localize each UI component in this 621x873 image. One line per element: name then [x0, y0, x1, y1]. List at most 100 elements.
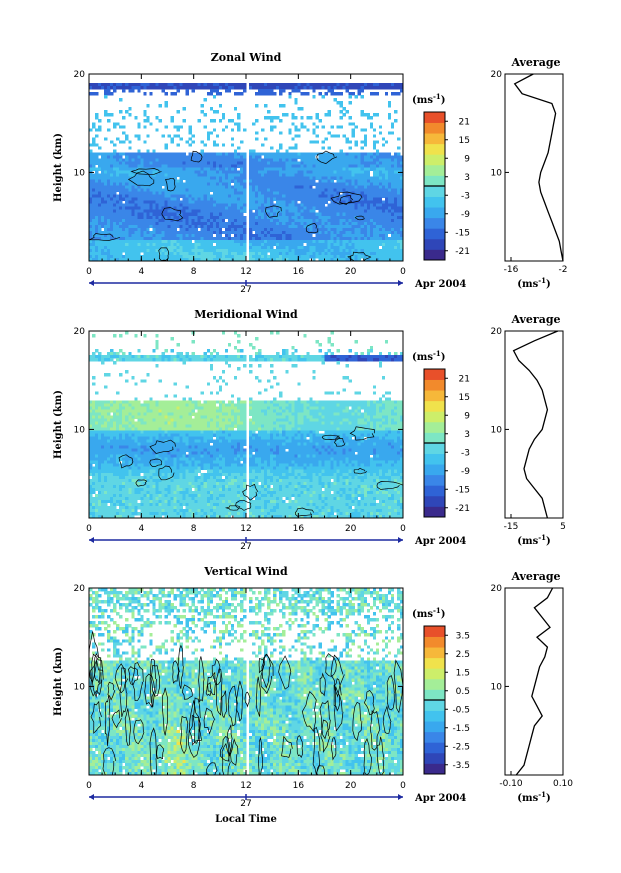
heatmap-cell	[330, 176, 334, 180]
heatmap-cell	[306, 179, 310, 183]
heatmap-cell	[258, 379, 262, 383]
heatmap-cell	[294, 158, 298, 162]
colorbar-segment	[424, 196, 445, 208]
heatmap-cell	[333, 248, 337, 253]
heatmap-cell	[321, 242, 325, 247]
heatmap-cell	[113, 125, 117, 129]
heatmap-cell	[396, 218, 401, 223]
heatmap-cell	[164, 209, 168, 214]
heatmap-cell	[360, 158, 365, 162]
heatmap-cell	[188, 230, 192, 235]
heatmap-cell	[113, 224, 117, 229]
heatmap-cell	[345, 158, 349, 162]
heatmap-cell	[119, 185, 123, 189]
heatmap-cell	[261, 236, 265, 241]
heatmap-cell	[306, 203, 310, 208]
heatmap-cell	[209, 158, 214, 162]
heatmap-cell	[336, 224, 340, 229]
unit-base: (ms	[412, 95, 433, 106]
heatmap-cell	[276, 230, 280, 235]
heatmap-cell	[116, 155, 120, 159]
heatmap-cell	[357, 257, 362, 262]
heatmap-cell	[191, 191, 195, 195]
heatmap-cell	[206, 182, 211, 186]
heatmap-cell	[354, 340, 359, 344]
heatmap-cell	[252, 191, 256, 195]
heatmap-cell	[92, 209, 96, 214]
heatmap-cell	[297, 355, 301, 359]
x-tick-label: 0	[400, 267, 406, 277]
heatmap-cell	[267, 161, 271, 165]
heatmap-cell	[372, 221, 377, 226]
heatmap-cell	[134, 218, 138, 223]
heatmap-cell	[92, 83, 96, 87]
heatmap-cell	[330, 89, 334, 93]
heatmap-cell	[360, 179, 365, 183]
heatmap-cell	[203, 113, 208, 117]
heatmap-cell	[230, 164, 235, 168]
heatmap-cell	[215, 352, 220, 356]
heatmap-cell	[173, 164, 177, 168]
heatmap-cell	[188, 161, 192, 165]
heatmap-cell	[140, 200, 144, 204]
heatmap-cell	[107, 248, 111, 253]
heatmap-cell	[146, 86, 150, 90]
heatmap-cell	[92, 227, 96, 232]
heatmap-cell	[173, 224, 177, 229]
heatmap-cell	[227, 152, 232, 156]
heatmap-cell	[327, 113, 331, 117]
heatmap-cell	[342, 161, 346, 165]
heatmap-cell	[381, 394, 386, 398]
heatmap-cell	[191, 170, 195, 174]
heatmap-cell	[297, 209, 301, 214]
heatmap-cell	[239, 254, 244, 259]
heatmap-cell	[89, 355, 93, 359]
heatmap-cell	[249, 364, 253, 368]
heatmap-cell	[363, 191, 368, 195]
heatmap-cell	[119, 209, 123, 214]
heatmap-cell	[363, 227, 368, 232]
heatmap-cell	[89, 251, 93, 256]
heatmap-cell	[354, 251, 359, 256]
heatmap-cell	[387, 197, 392, 201]
heatmap-cell	[170, 152, 174, 156]
heatmap-cell	[327, 209, 331, 214]
heatmap-cell	[339, 83, 343, 87]
heatmap-cell	[176, 161, 180, 165]
heatmap-cell	[333, 233, 337, 238]
heatmap-cell	[188, 128, 192, 132]
heatmap-cell	[215, 167, 220, 171]
heatmap-cell	[354, 125, 359, 129]
heatmap-cell	[249, 194, 253, 198]
heatmap-cell	[224, 236, 229, 241]
heatmap-cell	[176, 200, 180, 204]
heatmap-cell	[176, 158, 180, 162]
heatmap-cell	[122, 257, 126, 262]
heatmap-cell	[206, 251, 211, 256]
heatmap-cell	[161, 167, 165, 171]
heatmap-cell	[137, 176, 141, 180]
heatmap-cell	[393, 194, 398, 198]
heatmap-cell	[152, 161, 156, 165]
heatmap-cell	[249, 167, 253, 171]
heatmap-cell	[215, 134, 220, 138]
heatmap-cell	[200, 83, 205, 87]
heatmap-cell	[170, 119, 174, 123]
heatmap-cell	[236, 155, 241, 159]
heatmap-cell	[276, 355, 280, 359]
heatmap-cell	[282, 182, 286, 186]
heatmap-cell	[110, 182, 114, 186]
heatmap-cell	[321, 140, 325, 144]
heatmap-cell	[282, 191, 286, 195]
heatmap-cell	[276, 188, 280, 192]
heatmap-cell	[375, 355, 380, 359]
heatmap-cell	[300, 257, 304, 262]
heatmap-cell	[119, 158, 123, 162]
heatmap-cell	[297, 173, 301, 177]
heatmap-cell	[89, 185, 93, 189]
heatmap-cell	[101, 164, 105, 168]
heatmap-cell	[110, 188, 114, 192]
heatmap-cell	[194, 358, 198, 362]
heatmap-cell	[288, 206, 292, 211]
heatmap-cell	[212, 176, 217, 180]
